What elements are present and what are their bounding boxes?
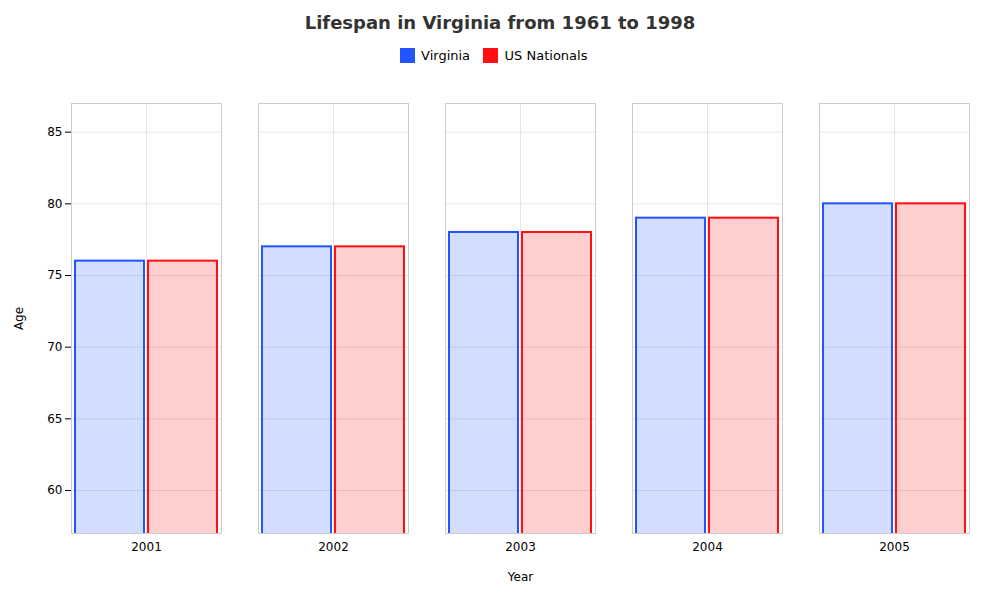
svg-text:2001: 2001 (131, 540, 162, 554)
svg-text:2002: 2002 (318, 540, 349, 554)
svg-text:75: 75 (47, 268, 62, 282)
svg-text:2005: 2005 (879, 540, 910, 554)
svg-text:2004: 2004 (692, 540, 723, 554)
svg-text:60: 60 (47, 483, 62, 497)
svg-text:Year: Year (507, 569, 533, 583)
svg-text:85: 85 (47, 125, 62, 139)
svg-text:2003: 2003 (505, 540, 536, 554)
html-text:Lifespan in Virginia from 1961: Lifespan in Virginia from 1961 to 1998 (304, 12, 696, 33)
svg-text:80: 80 (47, 196, 62, 210)
html-text:US Nationals: US Nationals (504, 48, 588, 63)
svg-text:Age: Age (12, 306, 26, 329)
svg-text:65: 65 (47, 411, 62, 425)
html-text:Virginia: Virginia (421, 48, 471, 63)
svg-text:70: 70 (47, 340, 62, 354)
